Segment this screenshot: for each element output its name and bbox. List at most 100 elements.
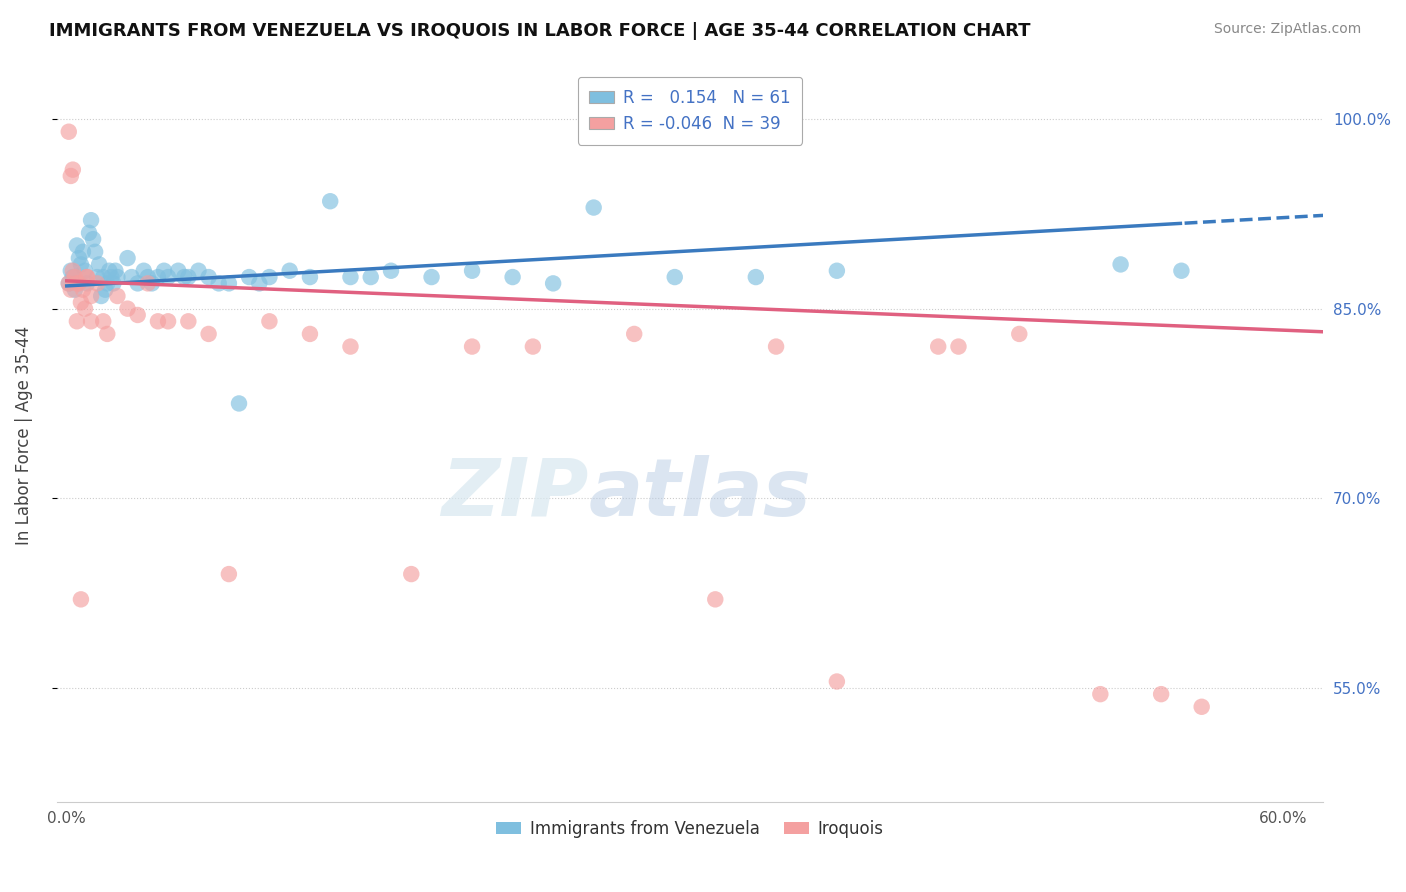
- Point: [66, 314, 89, 328]
- Point: [745, 270, 768, 285]
- Point: [948, 340, 970, 354]
- Point: [664, 270, 686, 285]
- Point: [117, 301, 139, 316]
- Point: [70, 257, 93, 271]
- Point: [80, 314, 103, 328]
- Point: [177, 314, 200, 328]
- Point: [360, 270, 382, 285]
- Point: [153, 264, 176, 278]
- Point: [420, 270, 443, 285]
- Point: [136, 277, 159, 291]
- Point: [73, 264, 96, 278]
- Point: [157, 314, 180, 328]
- Point: [66, 277, 89, 291]
- Point: [1170, 264, 1192, 278]
- Point: [218, 277, 240, 291]
- Point: [121, 270, 143, 285]
- Point: [141, 277, 163, 291]
- Text: IMMIGRANTS FROM VENEZUELA VS IROQUOIS IN LABOR FORCE | AGE 35-44 CORRELATION CHA: IMMIGRANTS FROM VENEZUELA VS IROQUOIS IN…: [49, 22, 1031, 40]
- Point: [76, 270, 98, 285]
- Point: [67, 251, 90, 265]
- Point: [208, 277, 231, 291]
- Point: [765, 340, 787, 354]
- Point: [187, 264, 209, 278]
- Point: [73, 301, 96, 316]
- Point: [1191, 699, 1213, 714]
- Point: [228, 396, 250, 410]
- Point: [401, 567, 423, 582]
- Text: Source: ZipAtlas.com: Source: ZipAtlas.com: [1213, 22, 1361, 37]
- Point: [58, 277, 80, 291]
- Point: [72, 283, 94, 297]
- Point: [59, 283, 82, 297]
- Point: [298, 270, 321, 285]
- Point: [70, 592, 93, 607]
- Point: [67, 277, 90, 291]
- Point: [927, 340, 949, 354]
- Point: [89, 257, 111, 271]
- Point: [82, 232, 104, 246]
- Point: [1090, 687, 1112, 701]
- Point: [127, 277, 149, 291]
- Point: [76, 277, 98, 291]
- Point: [62, 162, 84, 177]
- Point: [107, 289, 129, 303]
- Point: [107, 270, 129, 285]
- Point: [461, 340, 484, 354]
- Point: [72, 244, 94, 259]
- Point: [70, 295, 93, 310]
- Point: [77, 226, 100, 240]
- Point: [218, 567, 240, 582]
- Point: [62, 270, 84, 285]
- Point: [80, 289, 103, 303]
- Point: [59, 169, 82, 183]
- Point: [461, 264, 484, 278]
- Point: [173, 270, 195, 285]
- Point: [62, 264, 84, 278]
- Point: [247, 277, 270, 291]
- Point: [177, 270, 200, 285]
- Point: [319, 194, 342, 209]
- Point: [146, 314, 169, 328]
- Point: [80, 213, 103, 227]
- Text: ZIP: ZIP: [441, 455, 589, 533]
- Point: [238, 270, 260, 285]
- Point: [1008, 326, 1031, 341]
- Point: [136, 270, 159, 285]
- Point: [104, 264, 127, 278]
- Point: [380, 264, 402, 278]
- Point: [197, 270, 219, 285]
- Point: [278, 264, 301, 278]
- Point: [825, 264, 848, 278]
- Point: [103, 277, 125, 291]
- Point: [502, 270, 524, 285]
- Point: [96, 326, 118, 341]
- Point: [825, 674, 848, 689]
- Point: [86, 270, 108, 285]
- Point: [197, 326, 219, 341]
- Point: [339, 270, 361, 285]
- Point: [167, 264, 190, 278]
- Y-axis label: In Labor Force | Age 35-44: In Labor Force | Age 35-44: [15, 326, 32, 545]
- Point: [704, 592, 727, 607]
- Point: [132, 264, 155, 278]
- Point: [59, 264, 82, 278]
- Point: [127, 308, 149, 322]
- Point: [96, 277, 118, 291]
- Point: [76, 270, 98, 285]
- Point: [63, 283, 86, 297]
- Point: [91, 270, 114, 285]
- Text: atlas: atlas: [589, 455, 811, 533]
- Point: [298, 326, 321, 341]
- Point: [58, 125, 80, 139]
- Legend: Immigrants from Venezuela, Iroquois: Immigrants from Venezuela, Iroquois: [489, 814, 890, 845]
- Point: [91, 314, 114, 328]
- Point: [117, 251, 139, 265]
- Point: [146, 270, 169, 285]
- Point: [98, 264, 121, 278]
- Point: [1109, 257, 1132, 271]
- Point: [58, 277, 80, 291]
- Point: [582, 201, 605, 215]
- Point: [66, 238, 89, 252]
- Point: [1150, 687, 1173, 701]
